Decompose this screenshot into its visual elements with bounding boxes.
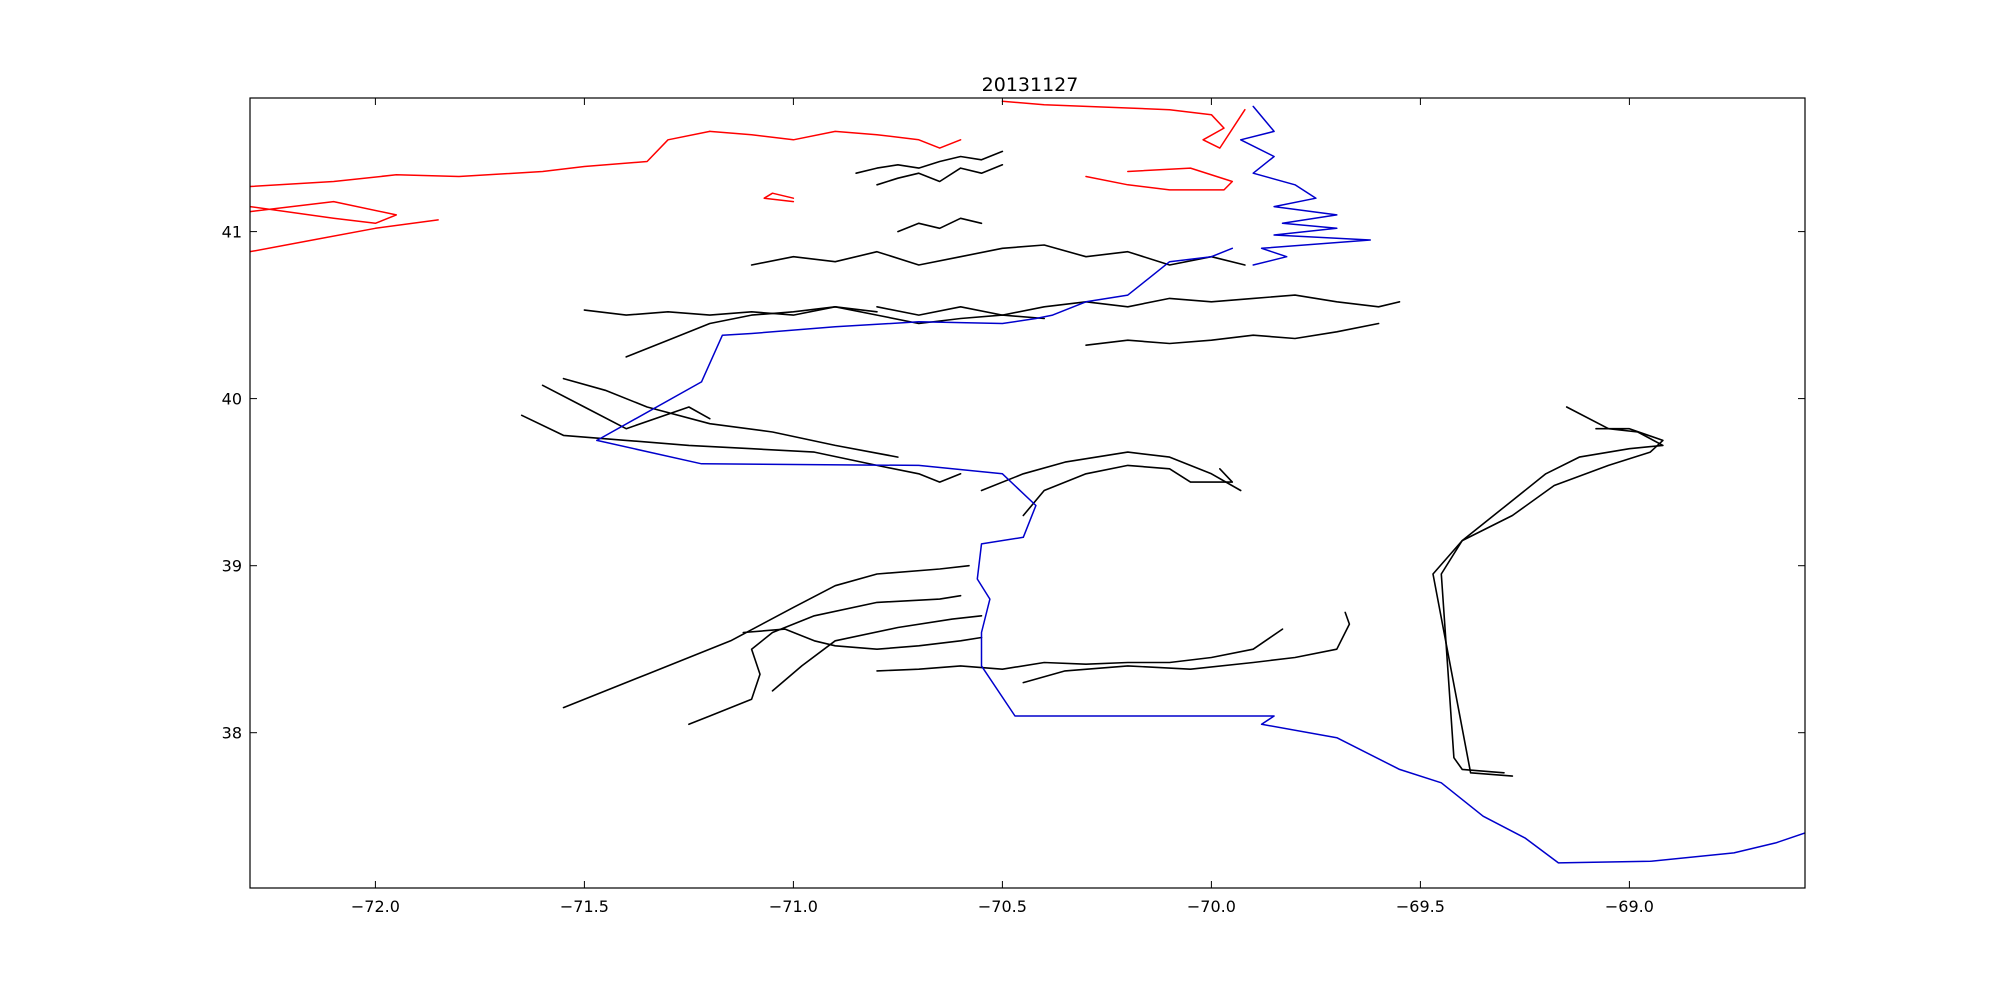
coastline-segment-5 — [1001, 100, 1246, 149]
drifter-track-12 — [980, 451, 1242, 492]
y-tick-label: 39 — [222, 557, 242, 576]
coastline-layer — [250, 100, 1246, 253]
drifter-track-19 — [855, 150, 1004, 174]
y-axis: 38 39 40 41 — [222, 223, 1805, 743]
y-tick-label: 40 — [222, 390, 242, 409]
y-tick-label: 38 — [222, 724, 242, 743]
plot-area — [250, 100, 1805, 864]
x-tick-label: −69.0 — [1605, 897, 1654, 916]
x-tick-label: −71.0 — [769, 897, 818, 916]
drifter-track-5 — [876, 628, 1284, 672]
drifter-track-3 — [771, 615, 983, 692]
drifter-track-11 — [541, 384, 711, 430]
drifter-track-layer — [520, 150, 1664, 777]
coastline-segment-4 — [250, 200, 398, 225]
drifter-track-17 — [1085, 322, 1380, 346]
drifter-track-20 — [876, 164, 1004, 186]
drifter-track-6 — [1022, 611, 1351, 684]
coastline-segment-2 — [709, 130, 962, 149]
drifter-track-8 — [1432, 427, 1664, 777]
x-tick-label: −70.0 — [1187, 897, 1236, 916]
drifter-track-15 — [583, 306, 878, 316]
drifter-track-18 — [750, 244, 1246, 266]
route-line-1 — [596, 247, 1234, 442]
drifter-track-4 — [742, 628, 983, 650]
drifter-track-9 — [520, 414, 962, 483]
y-tick-label: 41 — [222, 223, 242, 242]
coastline-segment-3 — [250, 219, 439, 253]
x-tick-label: −72.0 — [351, 897, 400, 916]
drifter-track-10 — [562, 377, 899, 458]
route-line-3 — [1239, 105, 1372, 266]
coastline-segment-7 — [763, 192, 795, 203]
drifter-track-1 — [562, 564, 970, 709]
drifter-track-13 — [1022, 464, 1234, 517]
drifter-track-16 — [876, 294, 1401, 316]
route-layer — [596, 105, 1805, 864]
drifter-track-2 — [688, 594, 962, 726]
x-axis: −72.0 −71.5 −71.0 −70.5 −70.0 −69.5 −69.0 — [351, 98, 1654, 916]
x-tick-label: −69.5 — [1396, 897, 1445, 916]
chart-title: 20131127 — [982, 74, 1079, 96]
x-tick-label: −70.5 — [978, 897, 1027, 916]
axes-frame — [249, 97, 1806, 889]
route-line-2 — [596, 439, 1805, 864]
coastline-segment-6 — [1085, 167, 1234, 191]
coastline-segment-1 — [250, 130, 711, 188]
x-tick-label: −71.5 — [560, 897, 609, 916]
drifter-track-21 — [897, 217, 983, 233]
